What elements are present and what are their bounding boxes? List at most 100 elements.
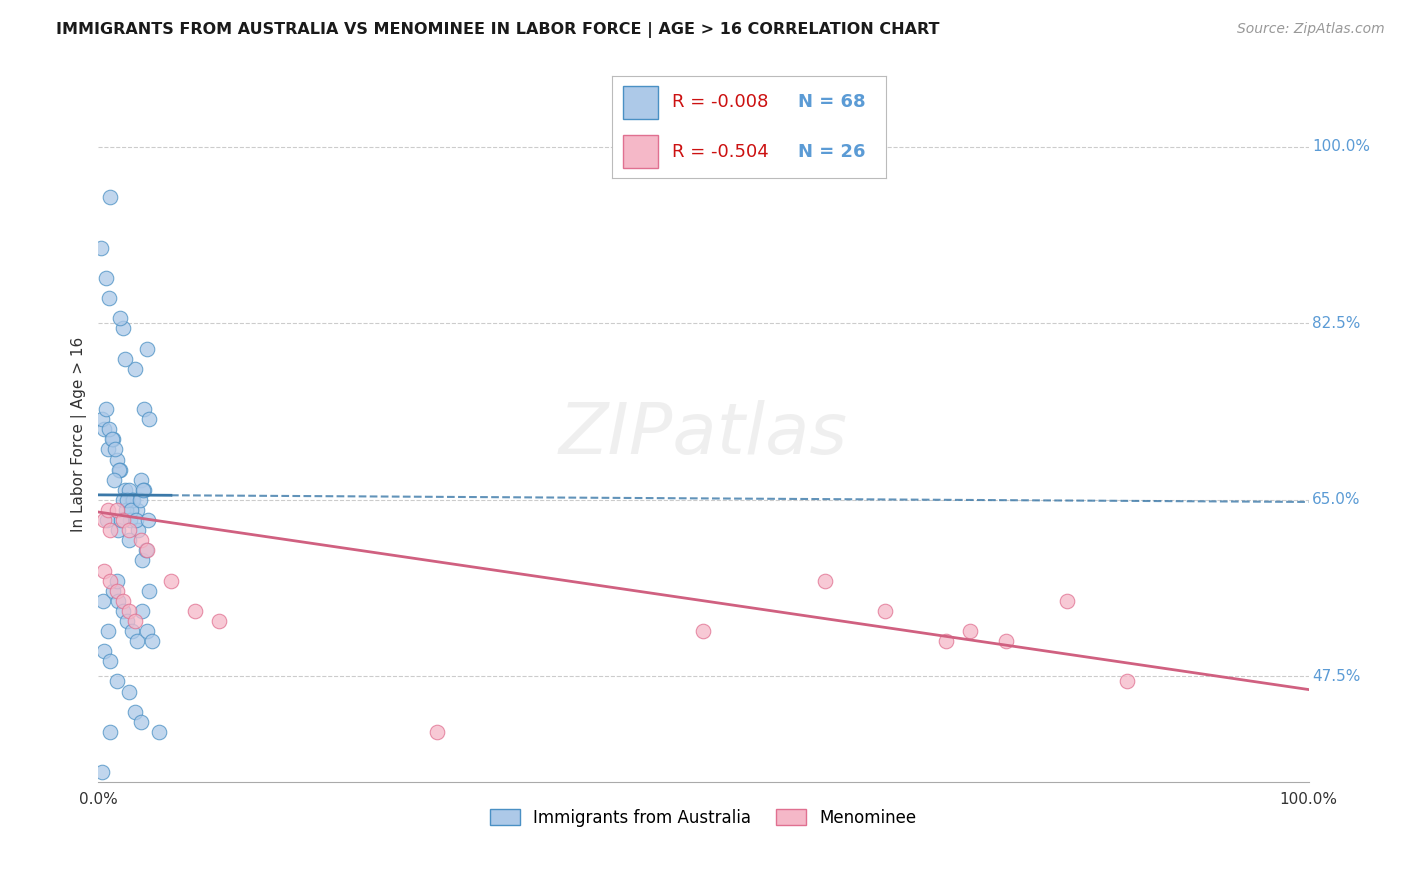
Legend: Immigrants from Australia, Menominee: Immigrants from Australia, Menominee	[484, 802, 924, 833]
Point	[127, 523, 149, 537]
Point	[93, 644, 115, 658]
Point	[100, 190, 122, 204]
Point	[97, 442, 120, 457]
Point	[129, 473, 152, 487]
Point	[108, 463, 131, 477]
Point	[134, 483, 156, 497]
Point	[125, 513, 148, 527]
Point	[105, 674, 128, 689]
Point	[184, 604, 207, 618]
Point	[101, 433, 124, 447]
Point	[111, 492, 134, 507]
FancyBboxPatch shape	[623, 136, 658, 168]
Point	[107, 594, 129, 608]
Point	[125, 503, 148, 517]
Point	[98, 422, 121, 436]
Point	[141, 634, 163, 648]
Point	[100, 654, 122, 668]
Point	[121, 624, 143, 638]
Point	[692, 624, 714, 638]
Point	[132, 483, 155, 497]
Point	[90, 241, 112, 255]
Point	[91, 765, 114, 780]
Point	[114, 351, 136, 366]
Point	[959, 624, 981, 638]
Point	[117, 614, 139, 628]
Y-axis label: In Labor Force | Age > 16: In Labor Force | Age > 16	[72, 337, 87, 532]
Point	[1116, 674, 1139, 689]
Point	[107, 523, 129, 537]
Point	[94, 271, 117, 285]
Point	[124, 361, 146, 376]
Point	[105, 583, 128, 598]
Point	[136, 513, 159, 527]
Point	[98, 291, 121, 305]
Text: R = -0.504: R = -0.504	[672, 143, 769, 161]
Point	[148, 725, 170, 739]
Point	[208, 614, 231, 628]
Point	[129, 533, 152, 548]
Point	[93, 513, 115, 527]
Point	[100, 433, 122, 447]
Point	[91, 594, 114, 608]
Point	[97, 503, 120, 517]
Text: IMMIGRANTS FROM AUSTRALIA VS MENOMINEE IN LABOR FORCE | AGE > 16 CORRELATION CHA: IMMIGRANTS FROM AUSTRALIA VS MENOMINEE I…	[56, 22, 939, 38]
Point	[93, 564, 115, 578]
Point	[117, 604, 139, 618]
Point	[100, 574, 122, 588]
Point	[105, 452, 128, 467]
Point	[124, 614, 146, 628]
Point	[935, 634, 957, 648]
Point	[118, 513, 141, 527]
Point	[117, 492, 139, 507]
Point	[100, 725, 122, 739]
Point	[426, 725, 449, 739]
Point	[103, 473, 125, 487]
Point	[110, 513, 132, 527]
Point	[120, 503, 142, 517]
Point	[124, 705, 146, 719]
Text: N = 26: N = 26	[799, 143, 866, 161]
Point	[1056, 594, 1078, 608]
Point	[111, 321, 134, 335]
Text: ZIPatlas: ZIPatlas	[560, 400, 848, 469]
Point	[91, 412, 114, 426]
Point	[100, 523, 122, 537]
Point	[104, 442, 127, 457]
Point	[105, 574, 128, 588]
Point	[135, 543, 157, 558]
Text: 65.0%: 65.0%	[1312, 492, 1361, 508]
Point	[111, 513, 134, 527]
Point	[117, 533, 139, 548]
Point	[135, 342, 157, 356]
Point	[111, 604, 134, 618]
Text: R = -0.008: R = -0.008	[672, 94, 768, 112]
Point	[135, 624, 157, 638]
Text: N = 68: N = 68	[799, 94, 866, 112]
Point	[111, 594, 134, 608]
Text: 47.5%: 47.5%	[1312, 669, 1361, 684]
Point	[96, 513, 118, 527]
Text: Source: ZipAtlas.com: Source: ZipAtlas.com	[1237, 22, 1385, 37]
Point	[131, 604, 153, 618]
Point	[138, 583, 160, 598]
Point	[121, 492, 143, 507]
Point	[813, 574, 835, 588]
Point	[105, 503, 128, 517]
Point	[94, 402, 117, 417]
Point	[108, 311, 131, 326]
Point	[117, 483, 139, 497]
Point	[117, 684, 139, 698]
Point	[93, 422, 115, 436]
FancyBboxPatch shape	[623, 87, 658, 119]
Point	[115, 503, 138, 517]
Text: 82.5%: 82.5%	[1312, 316, 1361, 331]
Point	[129, 714, 152, 729]
Point	[160, 574, 183, 588]
Point	[125, 634, 148, 648]
Point	[128, 492, 150, 507]
Point	[97, 624, 120, 638]
Point	[873, 604, 896, 618]
Point	[122, 492, 145, 507]
Point	[101, 583, 124, 598]
